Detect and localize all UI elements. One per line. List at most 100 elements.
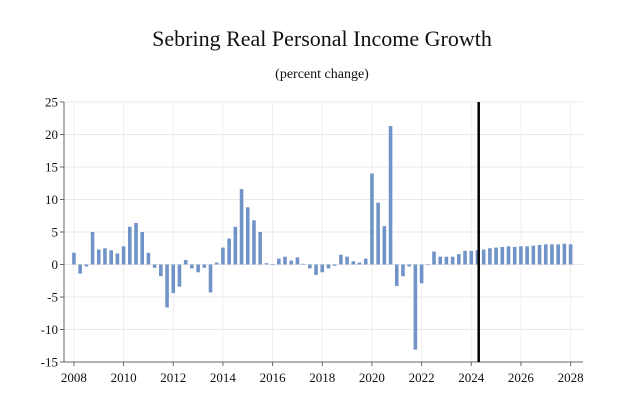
chart-subtitle: (percent change) <box>275 67 369 82</box>
bar <box>90 232 95 265</box>
bar <box>345 256 349 265</box>
bar <box>202 264 207 268</box>
bar <box>72 252 76 265</box>
bar <box>407 264 411 267</box>
bar <box>543 244 548 265</box>
y-tick-labels: 25 20 15 10 5 0 -5 -10 -15 <box>41 95 58 370</box>
bar <box>525 246 529 265</box>
bar <box>245 207 250 265</box>
bar <box>568 244 573 265</box>
y-tick-label: -5 <box>47 290 58 305</box>
bar <box>531 245 536 265</box>
x-tick-label: 2008 <box>61 370 87 385</box>
bar <box>562 243 567 265</box>
bar <box>469 250 474 265</box>
bar <box>239 189 244 265</box>
x-tick-label: 2028 <box>558 370 584 385</box>
bar <box>183 259 188 265</box>
bar <box>190 264 194 269</box>
bar <box>425 264 430 266</box>
x-tick-label: 2020 <box>359 370 385 385</box>
bar <box>506 246 511 265</box>
bar <box>450 256 455 265</box>
y-tick-label: 5 <box>52 225 59 240</box>
y-tick-label: 10 <box>45 192 58 207</box>
bar <box>463 250 467 265</box>
bar <box>233 226 238 265</box>
bar <box>444 256 449 265</box>
bar <box>488 248 492 265</box>
bar <box>283 256 287 265</box>
bar <box>512 246 517 265</box>
bar <box>258 232 262 265</box>
bar <box>388 126 393 265</box>
bar <box>481 249 486 265</box>
bar <box>171 264 176 294</box>
y-tick-label: -15 <box>41 355 58 370</box>
bar <box>326 264 331 269</box>
bar <box>432 251 436 265</box>
bar <box>289 260 294 265</box>
bar <box>494 247 498 265</box>
bar <box>556 244 560 265</box>
bar <box>351 261 356 265</box>
bar <box>301 263 306 265</box>
x-tick-label: 2024 <box>458 370 485 385</box>
bar <box>370 173 374 265</box>
bar <box>227 238 231 265</box>
bar <box>128 226 132 265</box>
bar <box>438 256 443 265</box>
bar <box>382 226 387 265</box>
bar <box>363 258 368 265</box>
bar <box>196 264 200 273</box>
bar <box>277 258 281 265</box>
bar <box>332 264 337 266</box>
axes <box>60 101 583 366</box>
x-tick-label: 2018 <box>309 370 335 385</box>
bar <box>500 246 505 265</box>
bar <box>270 264 275 266</box>
bar <box>177 264 182 287</box>
bar <box>376 202 380 265</box>
bar <box>159 264 163 277</box>
bar <box>103 248 107 265</box>
bar <box>550 244 554 265</box>
x-tick-label: 2012 <box>160 370 186 385</box>
x-tick-labels: 2008 2010 2012 2014 2016 2018 2020 2022 2024 2026… <box>61 370 584 385</box>
x-tick-label: 2022 <box>409 370 435 385</box>
bar <box>252 220 256 265</box>
y-tick-label: 15 <box>45 160 58 175</box>
bar <box>419 264 424 284</box>
bar <box>165 264 169 308</box>
bar <box>314 264 318 275</box>
bar <box>295 257 300 265</box>
bar <box>152 264 157 268</box>
y-tick-label: 0 <box>52 257 59 272</box>
y-tick-label: 25 <box>45 95 58 110</box>
bar <box>264 263 269 265</box>
bar <box>457 254 461 265</box>
bar <box>221 247 225 265</box>
bar <box>146 252 151 265</box>
x-tick-label: 2016 <box>260 370 287 385</box>
bar <box>78 264 82 274</box>
bar <box>96 249 101 265</box>
bar <box>109 250 113 265</box>
bar <box>537 245 542 265</box>
bar <box>357 262 362 265</box>
bar <box>121 246 126 265</box>
bar <box>140 232 145 265</box>
bar <box>214 262 219 265</box>
bar <box>115 253 120 265</box>
chart-title: Sebring Real Personal Income Growth <box>152 26 492 51</box>
bar <box>339 254 343 265</box>
bar <box>519 246 523 265</box>
bar <box>394 264 399 286</box>
bars <box>72 126 573 350</box>
y-tick-label: -10 <box>41 322 58 337</box>
bar <box>413 264 418 350</box>
bar <box>84 264 89 267</box>
x-tick-label: 2026 <box>508 370 535 385</box>
bar <box>320 264 325 273</box>
